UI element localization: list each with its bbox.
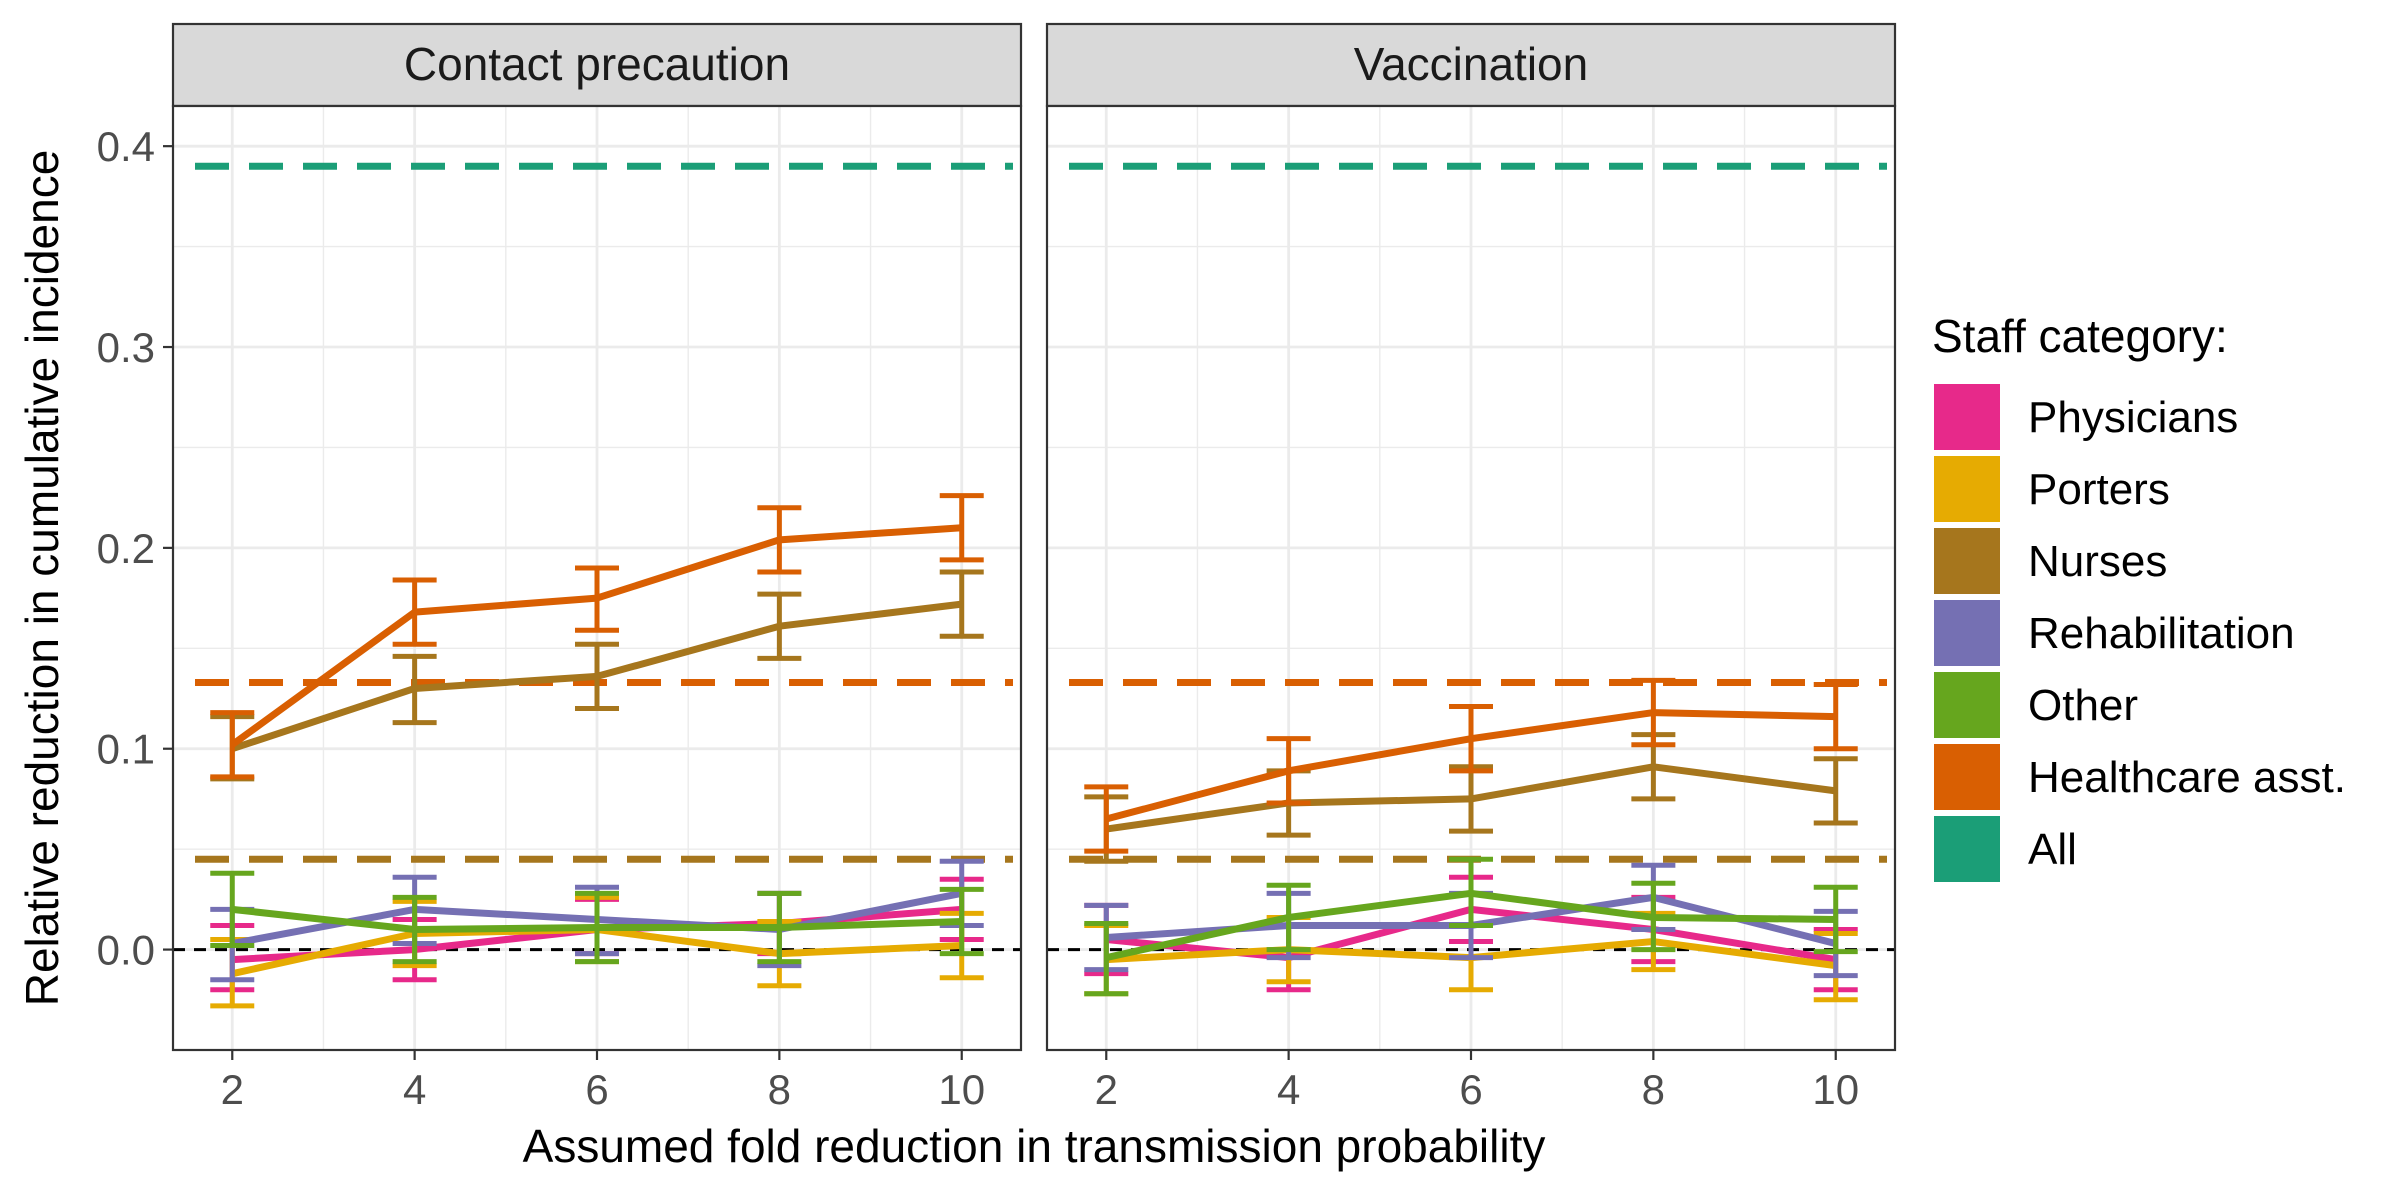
y-tick-label: 0.4 bbox=[97, 123, 155, 170]
y-tick-label: 0.2 bbox=[97, 525, 155, 572]
legend-item-rehabilitation: Rehabilitation bbox=[1934, 600, 2295, 666]
legend-swatch bbox=[1934, 744, 2000, 810]
x-tick-label: 8 bbox=[768, 1066, 791, 1113]
legend: Staff category: Physicians Porters Nurses R… bbox=[1932, 310, 2346, 882]
x-tick-label: 4 bbox=[403, 1066, 426, 1113]
x-tick-label: 6 bbox=[1459, 1066, 1482, 1113]
y-axis-title: Relative reduction in cumulative inciden… bbox=[16, 150, 68, 1007]
y-axis: 0.0 0.1 0.2 0.3 0.4 bbox=[97, 123, 173, 974]
legend-swatch bbox=[1934, 456, 2000, 522]
panel-title: Contact precaution bbox=[404, 38, 790, 90]
x-tick-label: 10 bbox=[1812, 1066, 1859, 1113]
y-tick-label: 0.0 bbox=[97, 927, 155, 974]
series-line bbox=[230, 524, 962, 748]
gridlines bbox=[1047, 106, 1895, 1050]
legend-item-porters: Porters bbox=[1934, 456, 2170, 522]
x-tick-label: 2 bbox=[1095, 1066, 1118, 1113]
legend-swatch bbox=[1934, 528, 2000, 594]
legend-label: All bbox=[2028, 825, 2077, 874]
series-line bbox=[231, 905, 962, 933]
x-axis-title: Assumed fold reduction in transmission p… bbox=[523, 1120, 1546, 1172]
x-tick-label: 10 bbox=[938, 1066, 985, 1113]
data-marks bbox=[173, 162, 1021, 1009]
x-tick-label: 4 bbox=[1277, 1066, 1300, 1113]
series-healthcare-asst bbox=[1084, 677, 1858, 854]
legend-title: Staff category: bbox=[1932, 310, 2228, 362]
series-line bbox=[231, 600, 963, 753]
legend-label: Nurses bbox=[2028, 537, 2167, 586]
y-tick-label: 0.3 bbox=[97, 324, 155, 371]
legend-label: Healthcare asst. bbox=[2028, 753, 2346, 802]
x-tick-label: 2 bbox=[221, 1066, 244, 1113]
series-line bbox=[1105, 763, 1837, 833]
error-bar bbox=[1084, 920, 1129, 997]
x-axis: 2 4 6 8 10 bbox=[1095, 1050, 1859, 1113]
series-healthcare-asst bbox=[210, 493, 984, 780]
panel-title: Vaccination bbox=[1354, 38, 1588, 90]
legend-swatch bbox=[1934, 672, 2000, 738]
panel-strip bbox=[171, 22, 1023, 108]
x-tick-label: 6 bbox=[585, 1066, 608, 1113]
legend-label: Physicians bbox=[2028, 393, 2238, 442]
series-nurses bbox=[210, 569, 984, 782]
series-line bbox=[1105, 709, 1836, 823]
legend-swatch bbox=[1934, 600, 2000, 666]
legend-item-nurses: Nurses bbox=[1934, 528, 2167, 594]
legend-label: Other bbox=[2028, 681, 2138, 730]
legend-swatch bbox=[1934, 384, 2000, 450]
legend-item-healthcare-asst: Healthcare asst. bbox=[1934, 744, 2346, 810]
series-line bbox=[1105, 889, 1836, 962]
series-other bbox=[210, 870, 984, 965]
legend-item-physicians: Physicians bbox=[1934, 384, 2238, 450]
x-axis: 2 4 6 8 10 bbox=[221, 1050, 985, 1113]
panel-vaccination: Vaccination 2 4 6 8 10 bbox=[1045, 22, 1897, 1113]
legend-item-all: All bbox=[1934, 816, 2077, 882]
legend-items: Physicians Porters Nurses Rehabilitation Oth… bbox=[1934, 384, 2346, 882]
legend-item-other: Other bbox=[1934, 672, 2138, 738]
x-tick-label: 8 bbox=[1642, 1066, 1665, 1113]
legend-label: Rehabilitation bbox=[2028, 609, 2295, 658]
legend-swatch bbox=[1934, 816, 2000, 882]
panel-contact-precaution: Contact precaution 2 4 6 8 10 bbox=[171, 22, 1023, 1113]
y-tick-label: 0.1 bbox=[97, 726, 155, 773]
legend-label: Porters bbox=[2028, 465, 2170, 514]
series-other bbox=[1084, 856, 1858, 997]
data-marks bbox=[1047, 162, 1895, 1003]
